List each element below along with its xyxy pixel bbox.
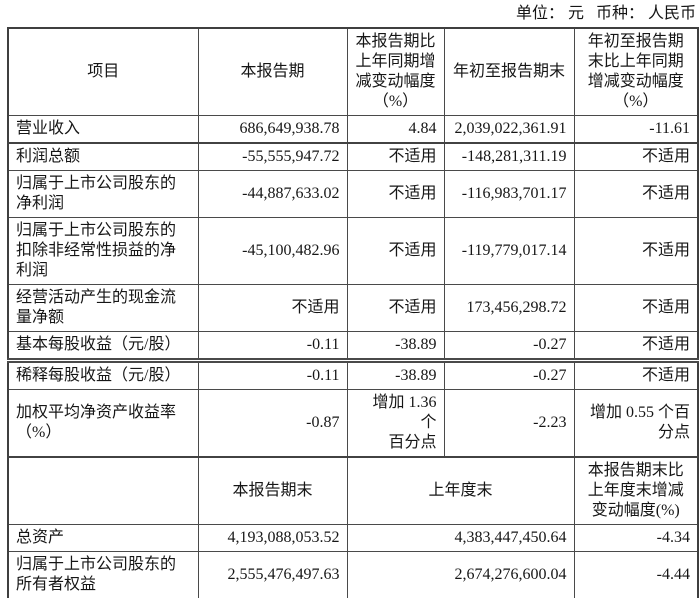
cell-current-period: -0.11	[197, 358, 348, 390]
row-label: 加权平均净资产收益率 （%）	[7, 389, 199, 458]
table-row-equity-attributable: 归属于上市公司股东的 所有者权益 2,555,476,497.63 2,674,…	[7, 551, 699, 598]
cell-yoy-change: 不适用	[346, 142, 445, 171]
table-row-operating-revenue: 营业收入 686,649,938.78 4.84 2,039,022,361.9…	[7, 115, 699, 144]
header-current-period: 本报告期	[197, 27, 348, 116]
cell-current-period: -45,100,482.96	[197, 217, 348, 285]
unit-currency-note: 单位： 元 币种： 人民币	[515, 5, 696, 22]
row-label: 营业收入	[7, 115, 199, 144]
section1-header-row: 项目 本报告期 本报告期比 上年同期增 减变动幅度 （%） 年初至报告期末 年初…	[7, 27, 699, 116]
cell-current-period: -0.87	[197, 389, 348, 458]
cell-current-period: -55,555,947.72	[197, 142, 348, 171]
row-label: 归属于上市公司股东的 扣除非经常性损益的净 利润	[7, 217, 199, 285]
table-row-diluted-eps: 稀释每股收益（元/股） -0.11 -38.89 -0.27 不适用	[7, 358, 699, 390]
cell-ytd: -119,779,017.14	[443, 217, 575, 285]
cell-yoy-change: 增加 1.36 个 百分点	[346, 389, 445, 458]
cell-change: -4.34	[573, 524, 699, 552]
cell-yoy-change: 不适用	[346, 217, 445, 285]
cell-ytd: -148,281,311.19	[443, 142, 575, 171]
header2-change: 本报告期末比 上年度末增减 变动幅度(%)	[573, 456, 699, 525]
table-row-net-profit-excl-nonrecurring: 归属于上市公司股东的 扣除非经常性损益的净 利润 -45,100,482.96 …	[7, 217, 699, 285]
cell-current-end: 4,193,088,053.52	[197, 524, 348, 552]
cell-ytd-yoy-change: -11.61	[573, 115, 699, 144]
cell-ytd-yoy-change: 不适用	[573, 170, 699, 218]
table-row-basic-eps: 基本每股收益（元/股） -0.11 -38.89 -0.27 不适用	[7, 331, 699, 361]
table-row-weighted-avg-roe: 加权平均净资产收益率 （%） -0.87 增加 1.36 个 百分点 -2.23…	[7, 389, 699, 458]
row-label: 利润总额	[7, 142, 199, 171]
header-yoy-change: 本报告期比 上年同期增 减变动幅度 （%）	[346, 27, 445, 116]
cell-ytd: -0.27	[443, 331, 575, 361]
row-label: 经营活动产生的现金流 量净额	[7, 284, 199, 332]
cell-ytd: 173,456,298.72	[443, 284, 575, 332]
cell-ytd: -116,983,701.17	[443, 170, 575, 218]
cell-ytd-yoy-change: 增加 0.55 个百 分点	[573, 389, 699, 458]
cell-current-period: 686,649,938.78	[197, 115, 348, 144]
table-row-total-profit: 利润总额 -55,555,947.72 不适用 -148,281,311.19 …	[7, 142, 699, 171]
cell-yoy-change: -38.89	[346, 331, 445, 361]
cell-prior-year-end: 4,383,447,450.64	[346, 524, 575, 552]
cell-yoy-change: 不适用	[346, 284, 445, 332]
cell-ytd-yoy-change: 不适用	[573, 217, 699, 285]
row-label: 基本每股收益（元/股）	[7, 331, 199, 361]
header2-prior-year-end: 上年度末	[346, 456, 575, 525]
row-label: 归属于上市公司股东的 所有者权益	[7, 551, 199, 598]
header-ytd: 年初至报告期末	[443, 27, 575, 116]
cell-change: -4.44	[573, 551, 699, 598]
cell-ytd-yoy-change: 不适用	[573, 331, 699, 361]
header2-item	[7, 456, 199, 525]
cell-yoy-change: -38.89	[346, 358, 445, 390]
table-row-net-profit-attributable: 归属于上市公司股东的 净利润 -44,887,633.02 不适用 -116,9…	[7, 170, 699, 218]
financial-summary-table: 项目 本报告期 本报告期比 上年同期增 减变动幅度 （%） 年初至报告期末 年初…	[7, 27, 699, 598]
table-row-total-assets: 总资产 4,193,088,053.52 4,383,447,450.64 -4…	[7, 524, 699, 552]
header-ytd-yoy-change: 年初至报告期 末比上年同期 增减变动幅度 （%）	[573, 27, 699, 116]
section2-header-row: 本报告期末 上年度末 本报告期末比 上年度末增减 变动幅度(%)	[7, 456, 699, 525]
cell-ytd: -2.23	[443, 389, 575, 458]
cell-current-period: 不适用	[197, 284, 348, 332]
cell-yoy-change: 4.84	[346, 115, 445, 144]
header-item: 项目	[7, 27, 199, 116]
row-label: 稀释每股收益（元/股）	[7, 358, 199, 390]
cell-ytd-yoy-change: 不适用	[573, 284, 699, 332]
row-label: 归属于上市公司股东的 净利润	[7, 170, 199, 218]
header2-current-end: 本报告期末	[197, 456, 348, 525]
cell-current-period: -0.11	[197, 331, 348, 361]
table-row-operating-cash-flow: 经营活动产生的现金流 量净额 不适用 不适用 173,456,298.72 不适…	[7, 284, 699, 332]
cell-ytd: -0.27	[443, 358, 575, 390]
cell-current-period: -44,887,633.02	[197, 170, 348, 218]
cell-current-end: 2,555,476,497.63	[197, 551, 348, 598]
cell-ytd-yoy-change: 不适用	[573, 142, 699, 171]
cell-ytd: 2,039,022,361.91	[443, 115, 575, 144]
cell-prior-year-end: 2,674,276,600.04	[346, 551, 575, 598]
row-label: 总资产	[7, 524, 199, 552]
cell-ytd-yoy-change: 不适用	[573, 358, 699, 390]
cell-yoy-change: 不适用	[346, 170, 445, 218]
